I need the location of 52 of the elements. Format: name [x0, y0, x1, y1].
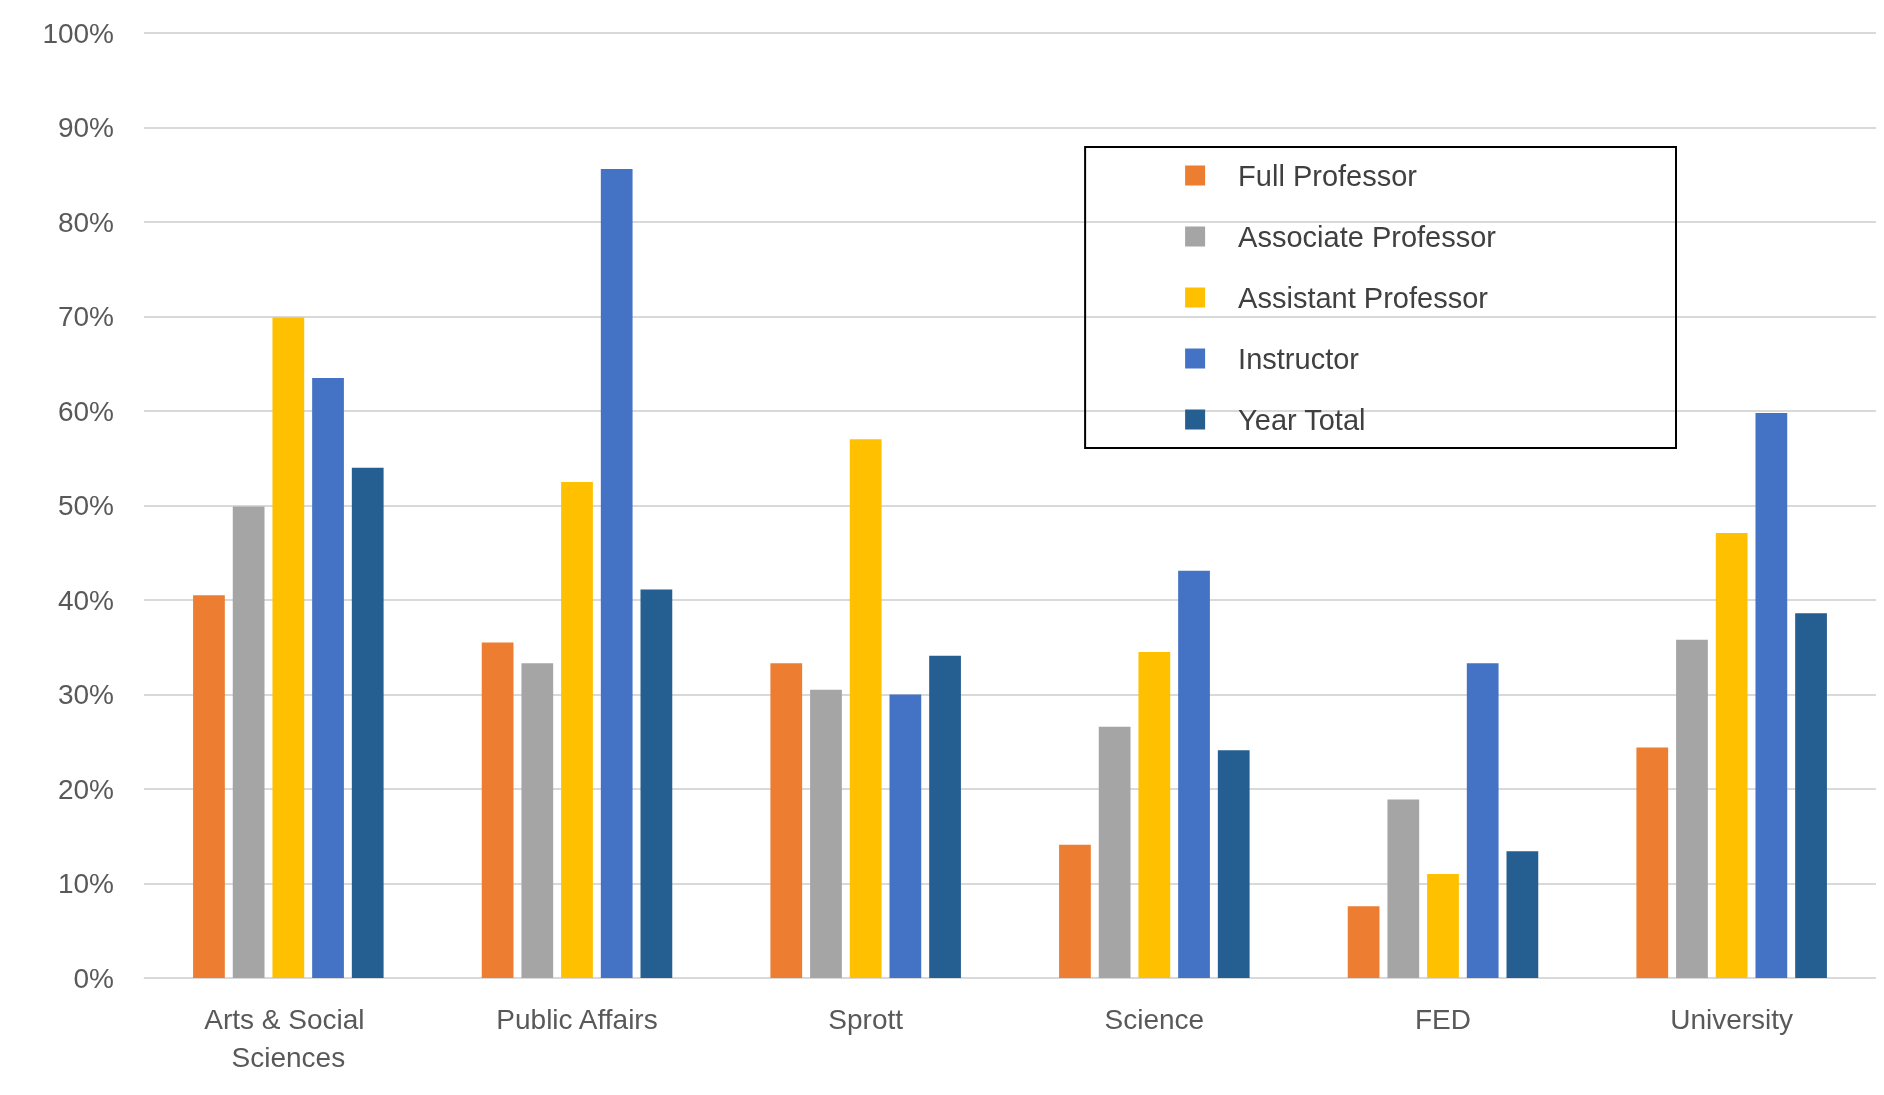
bar — [929, 655, 961, 978]
bar — [351, 467, 384, 978]
legend-label: Full Professor — [1238, 159, 1418, 192]
bar — [810, 689, 842, 978]
x-tick-label: FED — [1415, 1003, 1471, 1035]
y-tick-label: 50% — [57, 490, 114, 521]
y-tick-label: 90% — [57, 112, 114, 143]
bar — [232, 506, 265, 978]
legend-label: Year Total — [1238, 403, 1366, 436]
y-tick-label: 70% — [57, 301, 114, 332]
bar — [1427, 874, 1459, 978]
bar — [1636, 747, 1669, 978]
y-tick-label: 80% — [57, 206, 114, 238]
y-tick-label: 40% — [57, 584, 114, 616]
bar — [1387, 799, 1420, 978]
bar — [561, 481, 593, 978]
bar — [600, 169, 633, 978]
bar — [889, 694, 922, 978]
bar — [312, 377, 344, 978]
y-tick-label: 60% — [57, 395, 114, 427]
x-tick-label: Sprott — [828, 1003, 904, 1035]
bar — [1795, 613, 1827, 978]
x-tick-label: Arts & Social Sciences — [204, 1003, 373, 1073]
bar — [521, 663, 554, 978]
bar — [1347, 906, 1380, 978]
bar — [1466, 663, 1499, 978]
y-tick-label: 0% — [73, 962, 114, 994]
bar — [1715, 532, 1748, 978]
y-tick-label: 100% — [42, 17, 114, 49]
x-tick-label: Public Affairs — [496, 1003, 658, 1035]
x-tick-label: University — [1670, 1003, 1794, 1035]
bar — [1138, 651, 1171, 978]
legend-label: Associate Professor — [1238, 220, 1497, 253]
bar — [849, 439, 882, 978]
bar — [1217, 750, 1250, 978]
legend-label: Instructor — [1238, 342, 1360, 375]
legend-label: Assistant Professor — [1238, 281, 1489, 314]
y-tick-label: 10% — [57, 868, 114, 899]
bar — [1178, 570, 1210, 978]
x-tick-label: Science — [1104, 1003, 1205, 1035]
y-tick-label: 20% — [57, 773, 114, 805]
bar — [193, 595, 225, 978]
bar — [1098, 726, 1131, 978]
bar — [1755, 412, 1788, 978]
bar — [1676, 639, 1708, 978]
bar — [1059, 844, 1091, 978]
bar — [272, 317, 305, 978]
y-tick-label: 30% — [57, 679, 114, 710]
bar — [481, 642, 514, 978]
bar — [770, 663, 803, 978]
bar — [1506, 851, 1539, 978]
bar — [640, 589, 673, 978]
